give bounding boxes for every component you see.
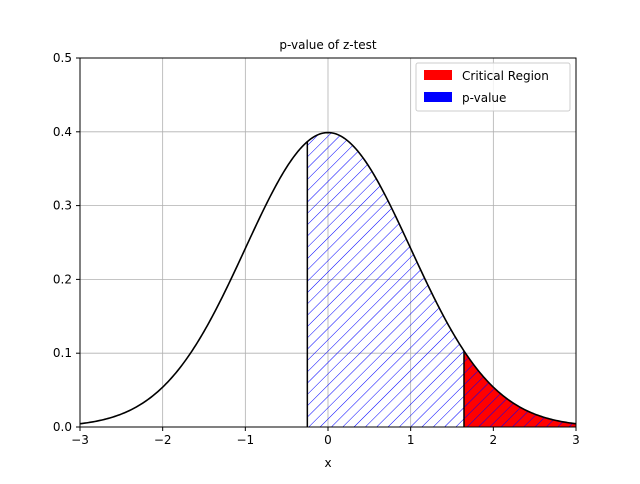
legend-box [415, 62, 571, 112]
y-axis-ticks: 0.0 0.1 0.2 0.3 0.4 0.5 [53, 51, 80, 434]
x-tick-label: 2 [490, 433, 498, 447]
y-tick-label: 0.3 [53, 199, 72, 213]
x-tick-label: 0 [324, 433, 332, 447]
chart-title: p-value of z-test [279, 38, 377, 52]
y-tick-label: 0.0 [53, 420, 72, 434]
x-tick-label: −1 [236, 433, 254, 447]
legend-label-critical-region: Critical Region [462, 69, 549, 83]
shaded-regions [307, 132, 576, 427]
curve-layer [80, 131, 576, 427]
legend-swatch-critical-region [424, 70, 452, 80]
critical-region-area [463, 350, 576, 427]
legend-swatch-p-value [424, 92, 452, 102]
y-tick-label: 0.5 [53, 51, 72, 65]
legend-label-p-value: p-value [462, 91, 506, 105]
y-tick-label: 0.2 [53, 272, 72, 286]
x-axis-ticks: −3 −2 −1 0 1 2 3 [71, 427, 580, 447]
x-tick-label: −3 [71, 433, 89, 447]
x-tick-label: 3 [572, 433, 580, 447]
x-tick-label: 1 [407, 433, 415, 447]
x-axis-label: x [324, 456, 331, 470]
y-tick-label: 0.4 [53, 125, 72, 139]
normal-pdf-curve [80, 131, 576, 425]
y-tick-label: 0.1 [53, 346, 72, 360]
legend: Critical Region p-value [415, 62, 571, 112]
x-tick-label: −2 [154, 433, 172, 447]
p-value-area [307, 132, 464, 427]
